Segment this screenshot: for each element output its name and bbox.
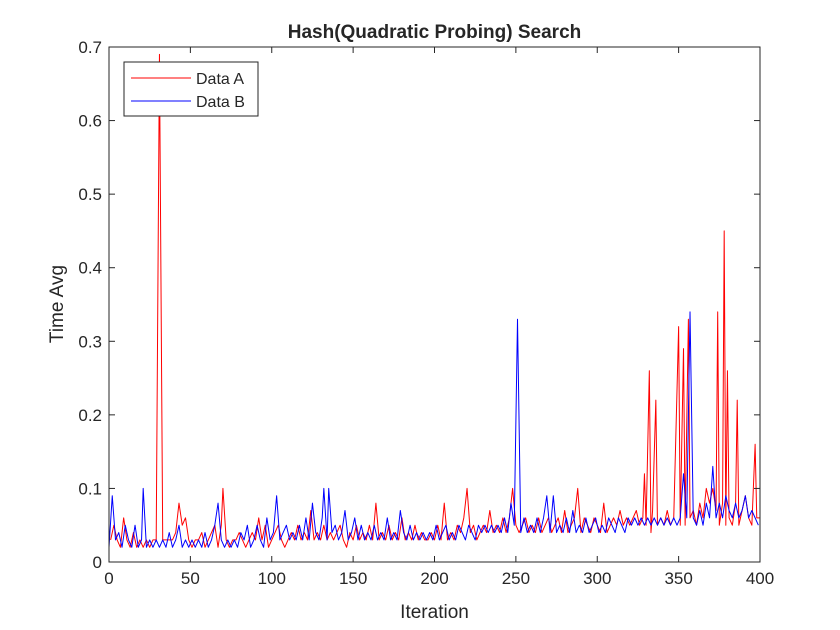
series-line-data-a	[110, 53, 760, 548]
y-tick-label: 0.7	[78, 38, 102, 57]
x-tick-label: 350	[664, 569, 692, 588]
x-axis-label: Iteration	[400, 602, 469, 623]
x-tick-label: 250	[502, 569, 530, 588]
plot-area	[109, 47, 760, 562]
x-tick-label: 100	[258, 569, 286, 588]
y-tick-label: 0.4	[78, 259, 102, 278]
x-tick-label: 150	[339, 569, 367, 588]
y-tick-label: 0.2	[78, 406, 102, 425]
y-tick-label: 0.1	[78, 479, 102, 498]
x-tick-label: 400	[746, 569, 774, 588]
legend-label-data-a: Data A	[196, 71, 244, 88]
x-axis-ticks: 0 50 100 150 200 250 300 350 400	[104, 47, 774, 588]
x-tick-label: 0	[104, 569, 113, 588]
legend-box	[123, 61, 259, 117]
y-tick-label: 0	[93, 553, 102, 572]
y-tick-label: 0.6	[78, 112, 102, 131]
legend: Data A Data B	[123, 61, 259, 117]
y-tick-label: 0.3	[78, 332, 102, 351]
x-tick-label: 300	[583, 569, 611, 588]
legend-label-data-b: Data B	[196, 94, 245, 111]
x-tick-label: 200	[420, 569, 448, 588]
y-axis-ticks: 0 0.1 0.2 0.3 0.4 0.5 0.6 0.7	[78, 38, 760, 572]
series-line-data-b	[108, 311, 759, 548]
series-lines	[108, 53, 760, 548]
y-axis-label: Time Avg	[47, 265, 68, 343]
x-tick-label: 50	[181, 569, 200, 588]
y-tick-label: 0.5	[78, 185, 102, 204]
chart-title: Hash(Quadratic Probing) Search	[288, 22, 582, 43]
